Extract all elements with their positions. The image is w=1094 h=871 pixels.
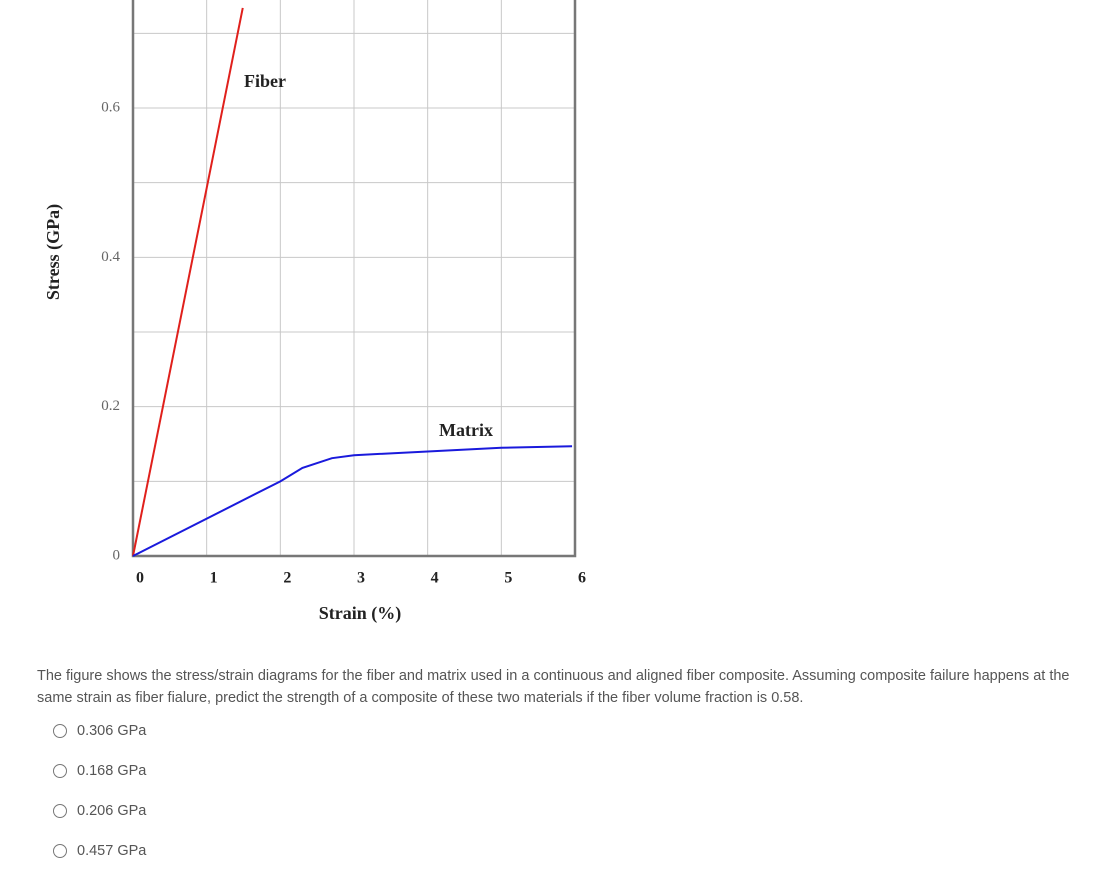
options: 0.306 GPa 0.168 GPa 0.206 GPa 0.457 GPa <box>37 711 1087 871</box>
plot-frame <box>131 0 577 558</box>
option[interactable]: 0.168 GPa <box>53 751 1087 791</box>
y-axis-label: Stress (GPa) <box>43 204 64 300</box>
option-text: 0.306 GPa <box>77 723 147 739</box>
x-tick-label: 1 <box>210 570 218 587</box>
x-tick-label: 2 <box>283 570 291 587</box>
option[interactable]: 0.457 GPa <box>53 831 1087 871</box>
y-tick-label: 0.6 <box>101 99 120 115</box>
option-text: 0.457 GPa <box>77 843 147 859</box>
option-text: 0.206 GPa <box>77 803 147 819</box>
x-axis-label: Strain (%) <box>319 603 402 624</box>
chart: Strain (%) Stress (GPa) 0 0.2 0.4 0.6 0 1 2 3 4 5… <box>43 0 586 624</box>
question: The figure shows the stress/strain diagr… <box>37 665 1087 871</box>
series-line <box>132 7 244 557</box>
x-tick-label: 5 <box>504 570 512 587</box>
series-line <box>132 445 573 557</box>
y-tick-label: 0 <box>113 547 121 563</box>
x-tick-label: 4 <box>431 570 439 587</box>
option-text: 0.168 GPa <box>77 763 147 779</box>
y-tick-label: 0.4 <box>101 249 120 265</box>
question-text: The figure shows the stress/strain diagr… <box>37 668 1070 706</box>
radio-button[interactable] <box>53 844 67 858</box>
radio-button[interactable] <box>53 804 67 818</box>
annotation: Fiber <box>244 71 286 91</box>
annotation: Matrix <box>439 420 493 440</box>
x-tick-label: 6 <box>578 570 586 587</box>
radio-button[interactable] <box>53 724 67 738</box>
option[interactable]: 0.306 GPa <box>53 711 1087 751</box>
x-tick-label: 3 <box>357 570 365 587</box>
option[interactable]: 0.206 GPa <box>53 791 1087 831</box>
y-tick-label: 0.2 <box>101 398 120 414</box>
radio-button[interactable] <box>53 764 67 778</box>
x-tick-label: 0 <box>136 570 144 587</box>
